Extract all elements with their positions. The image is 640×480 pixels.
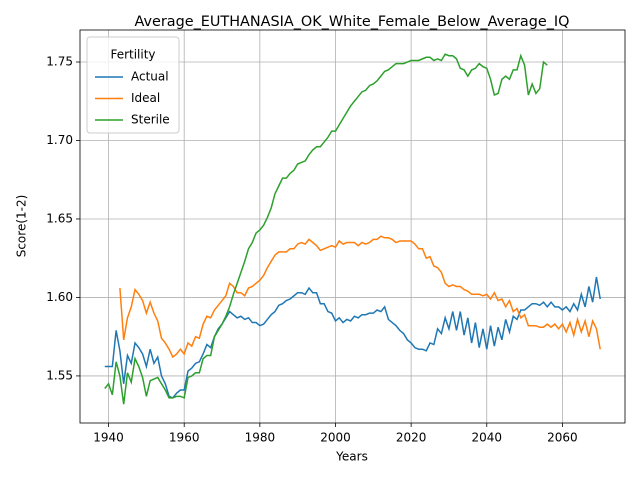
x-tick-label: 2040	[471, 431, 502, 445]
y-axis-label: Score(1-2)	[15, 195, 29, 258]
x-tick-label: 2000	[320, 431, 351, 445]
grid	[80, 30, 625, 423]
legend-label: Actual	[131, 70, 169, 84]
lines	[104, 53, 601, 405]
legend-label: Sterile	[131, 113, 170, 127]
y-tick-label: 1.65	[46, 211, 73, 225]
legend-label: Ideal	[131, 91, 160, 105]
x-axis-label: Years	[335, 450, 368, 464]
legend-title: Fertility	[110, 48, 155, 62]
series-line	[104, 276, 601, 399]
x-tick-label: 1980	[245, 431, 276, 445]
chart-title: Average_EUTHANASIA_OK_White_Female_Below…	[135, 14, 570, 30]
x-tick-label: 2060	[547, 431, 578, 445]
series-line	[104, 53, 548, 405]
x-tick-label: 1940	[93, 431, 124, 445]
y-tick-label: 1.75	[46, 55, 73, 69]
series-line	[119, 235, 601, 359]
y-tick-label: 1.70	[46, 133, 73, 147]
legend-box	[86, 36, 180, 134]
y-tick-label: 1.55	[46, 368, 73, 382]
y-tick-label: 1.60	[46, 290, 73, 304]
legend: Fertility Actual Ideal Sterile	[86, 36, 180, 134]
x-tick-label: 1960	[169, 431, 200, 445]
x-tick-label: 2020	[396, 431, 427, 445]
axes-frame	[79, 29, 626, 424]
